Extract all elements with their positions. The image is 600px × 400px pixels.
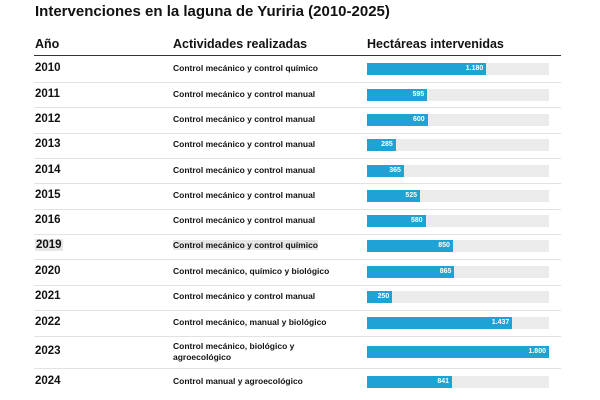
row-divider bbox=[34, 107, 561, 108]
activity-cell: Control mecánico, manual y biológico bbox=[173, 317, 327, 327]
bar-track: 1.437 bbox=[367, 317, 549, 329]
year-cell: 2019 bbox=[35, 239, 63, 251]
bar-track: 285 bbox=[367, 139, 549, 151]
hectares-bar: 365 bbox=[367, 165, 404, 177]
row-divider bbox=[34, 209, 561, 210]
activity-cell: Control mecánico y control manual bbox=[173, 165, 316, 175]
activity-cell: Control mecánico y control manual bbox=[173, 190, 316, 200]
year-cell: 2013 bbox=[35, 138, 61, 150]
activity-cell: Control mecánico y control químico bbox=[173, 63, 318, 73]
bar-track: 600 bbox=[367, 114, 549, 126]
hectares-value-label: 600 bbox=[412, 116, 425, 123]
hectares-value-label: 865 bbox=[439, 268, 452, 275]
year-cell: 2014 bbox=[35, 164, 61, 176]
row-divider bbox=[34, 133, 561, 134]
hectares-value-label: 1.180 bbox=[465, 65, 484, 72]
activity-cell: Control mecánico, químico y biológico bbox=[173, 266, 330, 276]
hectares-bar: 1.800 bbox=[367, 346, 549, 358]
row-divider bbox=[34, 158, 561, 159]
hectares-value-label: 595 bbox=[412, 91, 425, 98]
year-cell: 2023 bbox=[35, 345, 61, 357]
column-header-hectares: Hectáreas intervenidas bbox=[367, 37, 504, 51]
bar-track: 365 bbox=[367, 165, 549, 177]
activity-cell: Control mecánico, biológico y agroecológ… bbox=[173, 341, 295, 362]
bar-track: 250 bbox=[367, 291, 549, 303]
row-divider bbox=[34, 368, 561, 369]
activity-cell: Control mecánico y control manual bbox=[173, 291, 316, 301]
hectares-value-label: 580 bbox=[410, 217, 423, 224]
hectares-bar: 285 bbox=[367, 139, 396, 151]
chart-title: Intervenciones en la laguna de Yuriria (… bbox=[35, 3, 390, 20]
bar-track: 525 bbox=[367, 190, 549, 202]
hectares-value-label: 1.800 bbox=[528, 348, 546, 355]
hectares-bar: 1.437 bbox=[367, 317, 513, 329]
activity-cell: Control mecánico y control químico bbox=[173, 240, 318, 250]
row-divider bbox=[34, 336, 561, 337]
year-cell: 2016 bbox=[35, 214, 61, 226]
row-divider bbox=[34, 259, 561, 260]
bar-track: 1.800 bbox=[367, 346, 549, 358]
year-cell: 2021 bbox=[35, 290, 61, 302]
hectares-value-label: 525 bbox=[405, 192, 418, 199]
year-cell: 2012 bbox=[35, 113, 61, 125]
activity-cell: Control mecánico y control manual bbox=[173, 139, 316, 149]
bar-track: 595 bbox=[367, 89, 549, 101]
hectares-bar: 600 bbox=[367, 114, 428, 126]
row-divider bbox=[34, 183, 561, 184]
activity-cell: Control mecánico y control manual bbox=[173, 89, 316, 99]
hectares-value-label: 365 bbox=[389, 167, 401, 174]
hectares-bar: 850 bbox=[367, 240, 453, 252]
hectares-value-label: 1.437 bbox=[491, 319, 510, 326]
year-cell: 2024 bbox=[35, 375, 61, 387]
row-divider bbox=[34, 234, 561, 235]
year-cell: 2010 bbox=[35, 62, 61, 74]
bar-track: 580 bbox=[367, 215, 549, 227]
hectares-bar: 250 bbox=[367, 291, 393, 303]
bar-track: 850 bbox=[367, 240, 549, 252]
hectares-bar: 865 bbox=[367, 266, 455, 278]
hectares-value-label: 841 bbox=[437, 378, 450, 385]
hectares-value-label: 250 bbox=[377, 293, 390, 300]
activity-cell: Control manual y agroecológico bbox=[173, 376, 303, 386]
row-divider bbox=[34, 310, 561, 311]
row-divider bbox=[34, 82, 561, 83]
header-divider bbox=[34, 55, 561, 56]
column-header-year: Año bbox=[35, 37, 60, 51]
column-header-activity: Actividades realizadas bbox=[173, 37, 308, 51]
hectares-value-label: 850 bbox=[438, 242, 450, 249]
hectares-value-label: 285 bbox=[381, 141, 393, 148]
year-cell: 2020 bbox=[35, 265, 61, 277]
hectares-bar: 595 bbox=[367, 89, 428, 101]
bar-track: 1.180 bbox=[367, 63, 549, 75]
row-divider bbox=[34, 285, 561, 286]
year-cell: 2022 bbox=[35, 316, 61, 328]
bar-track: 841 bbox=[367, 376, 549, 388]
hectares-bar: 841 bbox=[367, 376, 453, 388]
hectares-bar: 525 bbox=[367, 190, 421, 202]
year-cell: 2015 bbox=[35, 189, 61, 201]
year-cell: 2011 bbox=[35, 88, 60, 100]
bar-track: 865 bbox=[367, 266, 549, 278]
activity-cell: Control mecánico y control manual bbox=[173, 114, 316, 124]
activity-cell: Control mecánico y control manual bbox=[173, 215, 316, 225]
hectares-bar: 1.180 bbox=[367, 63, 487, 75]
hectares-bar: 580 bbox=[367, 215, 426, 227]
